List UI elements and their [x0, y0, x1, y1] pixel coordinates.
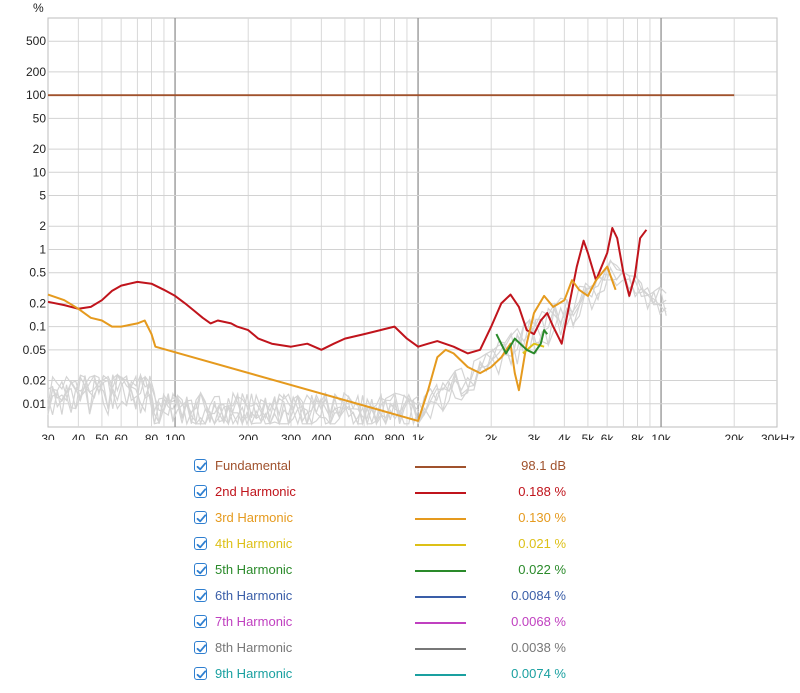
legend-swatch	[415, 622, 466, 624]
legend-checkbox[interactable]	[194, 641, 207, 654]
x-tick-label: 1k	[412, 432, 426, 440]
legend-item: 7th Harmonic 0.0068 %	[194, 612, 614, 638]
x-tick-label: 80	[145, 432, 159, 440]
legend-value: 0.0038 %	[511, 640, 566, 655]
legend-swatch	[415, 518, 466, 520]
series-2nd-harmonic	[47, 227, 648, 355]
legend-value: 0.0074 %	[511, 666, 566, 681]
legend-checkbox[interactable]	[194, 589, 207, 602]
legend-checkbox[interactable]	[194, 667, 207, 680]
x-tick-label: 8k	[631, 432, 645, 440]
legend-swatch	[415, 544, 466, 546]
x-tick-label: 20k	[725, 432, 745, 440]
y-tick-label: 50	[33, 111, 47, 125]
series-5th-harmonic	[495, 329, 548, 355]
x-tick-label: 6k	[601, 432, 615, 440]
legend-item: 6th Harmonic 0.0084 %	[194, 586, 614, 612]
x-tick-label: 10k	[651, 432, 671, 440]
legend-label: 8th Harmonic	[215, 640, 293, 655]
legend-swatch	[415, 492, 466, 494]
legend-checkbox[interactable]	[194, 563, 207, 576]
legend-label: 2nd Harmonic	[215, 484, 296, 499]
legend-swatch	[415, 674, 466, 676]
y-tick-label: 0.01	[23, 397, 47, 411]
x-tick-label: 4k	[558, 432, 572, 440]
legend-item: 2nd Harmonic 0.188 %	[194, 482, 614, 508]
distortion-chart: % 0.01 0.02 0.05 0.1 0.2 0.5 1 2 5 10 20 50 100 200 500…	[23, 1, 795, 440]
y-tick-label: 0.5	[29, 266, 46, 280]
x-tick-label: 800	[384, 432, 404, 440]
y-tick-label: 100	[26, 88, 46, 102]
x-tick-label: 30kHz	[761, 432, 795, 440]
x-tick-label: 30	[41, 432, 55, 440]
x-tick-label: 600	[354, 432, 374, 440]
plot-area	[47, 17, 778, 428]
legend-checkbox[interactable]	[194, 615, 207, 628]
legend-value: 0.0068 %	[511, 614, 566, 629]
legend-value: 0.0084 %	[511, 588, 566, 603]
x-tick-label: 200	[238, 432, 258, 440]
legend-label: 7th Harmonic	[215, 614, 293, 629]
legend-swatch	[415, 570, 466, 572]
legend-value: 0.130 %	[518, 510, 566, 525]
y-tick-label: 500	[26, 34, 46, 48]
legend-item: 8th Harmonic 0.0038 %	[194, 638, 614, 664]
y-tick-label: 200	[26, 65, 46, 79]
legend-swatch	[415, 466, 466, 468]
y-tick-label: 10	[33, 165, 47, 179]
legend-item: 4th Harmonic 0.021 %	[194, 534, 614, 560]
legend-checkbox[interactable]	[194, 511, 207, 524]
legend-item: 9th Harmonic 0.0074 %	[194, 664, 614, 690]
y-tick-label: 0.05	[23, 343, 47, 357]
y-tick-label: 0.2	[29, 296, 46, 310]
legend-label: 5th Harmonic	[215, 562, 293, 577]
x-tick-label: 3k	[528, 432, 542, 440]
legend-value: 0.022 %	[518, 562, 566, 577]
x-tick-label: 60	[114, 432, 128, 440]
y-axis-unit: %	[33, 1, 44, 15]
x-tick-label: 300	[281, 432, 301, 440]
series-3rd-harmonic	[47, 265, 617, 422]
higher-harmonic-curve	[47, 373, 419, 427]
legend-label: 3rd Harmonic	[215, 510, 294, 525]
legend-label: 4th Harmonic	[215, 536, 293, 551]
x-tick-label: 50	[95, 432, 109, 440]
y-tick-label: 0.02	[23, 374, 47, 388]
legend-checkbox[interactable]	[194, 485, 207, 498]
x-tick-label: 5k	[582, 432, 596, 440]
legend-value: 98.1 dB	[521, 458, 566, 473]
legend-value: 0.188 %	[518, 484, 566, 499]
legend-swatch	[415, 596, 466, 598]
legend-item: 3rd Harmonic 0.130 %	[194, 508, 614, 534]
higher-harmonic-curve	[47, 373, 419, 427]
legend-checkbox[interactable]	[194, 459, 207, 472]
legend-swatch	[415, 648, 466, 650]
y-tick-label: 2	[39, 219, 46, 233]
legend-label: 6th Harmonic	[215, 588, 293, 603]
legend-item: 5th Harmonic 0.022 %	[194, 560, 614, 586]
legend-label: Fundamental	[215, 458, 291, 473]
y-tick-label: 5	[39, 189, 46, 203]
legend-checkbox[interactable]	[194, 537, 207, 550]
y-tick-label: 20	[33, 142, 47, 156]
legend-item: Fundamental 98.1 dB	[194, 456, 614, 482]
x-tick-label: 100	[165, 432, 185, 440]
higher-harmonic-curve	[47, 373, 419, 427]
y-tick-label: 0.1	[29, 320, 46, 334]
legend: Fundamental 98.1 dB 2nd Harmonic 0.188 % 3rd…	[194, 456, 614, 690]
legend-value: 0.021 %	[518, 536, 566, 551]
x-tick-label: 2k	[485, 432, 499, 440]
y-tick-label: 1	[39, 242, 46, 256]
x-tick-label: 400	[311, 432, 331, 440]
x-tick-label: 40	[72, 432, 86, 440]
legend-label: 9th Harmonic	[215, 666, 293, 681]
